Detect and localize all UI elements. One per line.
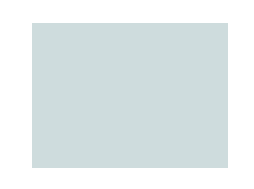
Circle shape	[13, 0, 254, 189]
Circle shape	[0, 0, 183, 189]
Circle shape	[158, 146, 173, 161]
Polygon shape	[28, 109, 40, 118]
Circle shape	[11, 0, 254, 189]
Circle shape	[71, 63, 75, 67]
Circle shape	[60, 0, 254, 189]
Circle shape	[56, 148, 60, 152]
Circle shape	[0, 0, 219, 189]
Circle shape	[48, 94, 52, 98]
Circle shape	[178, 64, 193, 79]
Circle shape	[123, 145, 138, 160]
Circle shape	[21, 13, 254, 189]
Circle shape	[0, 10, 254, 189]
Circle shape	[0, 0, 227, 189]
Circle shape	[211, 67, 226, 82]
Circle shape	[62, 0, 254, 189]
Circle shape	[53, 33, 68, 48]
Circle shape	[0, 0, 248, 189]
Circle shape	[0, 0, 221, 189]
Polygon shape	[212, 102, 224, 110]
Circle shape	[0, 0, 224, 189]
Circle shape	[13, 0, 254, 189]
Polygon shape	[212, 109, 224, 118]
Circle shape	[0, 0, 185, 189]
Circle shape	[68, 0, 254, 189]
Circle shape	[49, 11, 254, 189]
Circle shape	[0, 0, 232, 189]
Circle shape	[0, 14, 254, 189]
Circle shape	[0, 0, 229, 189]
Circle shape	[0, 0, 227, 189]
Polygon shape	[61, 131, 74, 139]
Circle shape	[17, 0, 254, 189]
Circle shape	[17, 0, 254, 189]
Circle shape	[159, 148, 172, 161]
Polygon shape	[61, 138, 74, 147]
Polygon shape	[132, 131, 144, 139]
Polygon shape	[61, 159, 74, 167]
Circle shape	[158, 33, 173, 48]
Circle shape	[161, 149, 165, 153]
Circle shape	[80, 87, 94, 101]
Circle shape	[0, 0, 185, 189]
Circle shape	[0, 0, 190, 189]
Circle shape	[196, 149, 201, 153]
Circle shape	[0, 0, 209, 189]
Circle shape	[0, 0, 216, 189]
Circle shape	[123, 29, 138, 44]
Polygon shape	[163, 132, 176, 141]
Circle shape	[0, 0, 216, 189]
Circle shape	[46, 0, 254, 189]
Polygon shape	[212, 77, 224, 85]
Circle shape	[108, 64, 123, 79]
Circle shape	[55, 0, 254, 189]
Circle shape	[123, 145, 138, 160]
Circle shape	[103, 119, 118, 133]
Polygon shape	[93, 73, 105, 81]
Circle shape	[69, 118, 84, 132]
Circle shape	[53, 147, 66, 160]
Circle shape	[0, 0, 248, 189]
